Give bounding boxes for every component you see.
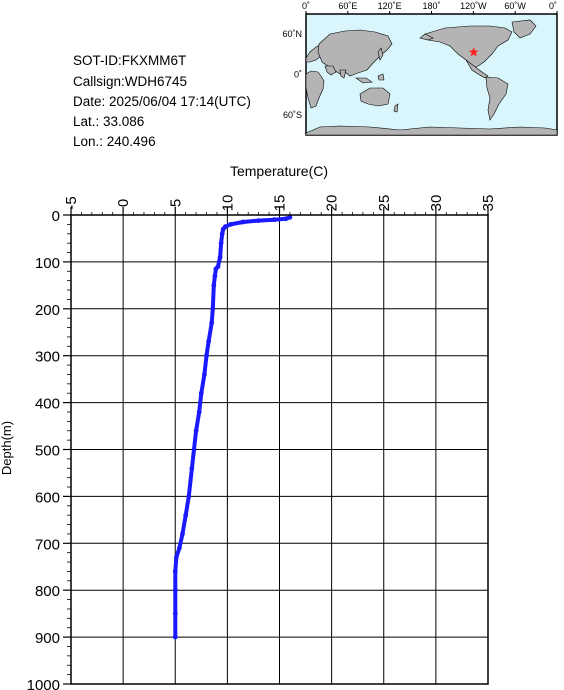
- y-tick-label: 900: [35, 630, 60, 647]
- profile-point: [271, 217, 277, 223]
- map-lon-label: 0˚: [549, 1, 557, 11]
- map-landmasses: [305, 19, 558, 136]
- profile-point: [219, 231, 225, 237]
- y-tick-label: 1000: [27, 677, 60, 690]
- profile-point: [212, 273, 218, 279]
- profile-point: [191, 447, 197, 452]
- profile-point: [173, 555, 179, 560]
- y-tick-label: 400: [35, 396, 60, 413]
- map-lat-label: 60˚S: [283, 110, 302, 120]
- profile-point: [218, 240, 224, 246]
- latitude-label: Lat.: 33.086: [73, 114, 145, 129]
- map-lat-label: 0˚: [294, 70, 302, 80]
- x-tick-label: 5: [167, 199, 184, 207]
- map-lon-label: 60˚E: [338, 1, 357, 11]
- world-location-map: 0˚ 60˚E 120˚E 180˚ 120˚W 60˚W 0˚ 60˚N 0˚ 60˚S: [282, 1, 558, 136]
- x-tick-label: 35: [480, 195, 497, 212]
- profile-point: [183, 512, 189, 518]
- x-tick-label: 15: [272, 195, 289, 212]
- location-star-marker: [468, 47, 479, 57]
- x-tick-label: 30: [428, 195, 445, 212]
- x-tick-label: 0: [115, 199, 132, 207]
- profile-point: [180, 531, 185, 537]
- profile-point: [217, 254, 223, 260]
- profile-line: [173, 215, 292, 640]
- x-tick-label: -5: [63, 196, 80, 209]
- x-tick-labels: -5 0 5 10 15 20 25 30 35: [63, 195, 497, 212]
- profile-point: [177, 545, 182, 551]
- y-tick-labels: 0 100 200 300 400 500 600 700 800 900 1000: [27, 208, 60, 690]
- map-lon-label: 0˚: [302, 1, 310, 11]
- x-tick-label: 20: [324, 195, 341, 212]
- profile-point: [206, 339, 212, 344]
- profile-point: [287, 214, 293, 220]
- profile-point: [172, 611, 178, 616]
- profile-point: [189, 465, 195, 471]
- plot-frame: [70, 214, 489, 685]
- profile-point: [210, 306, 216, 312]
- map-lon-label: 180˚: [422, 1, 440, 11]
- chart-grid: [70, 214, 489, 685]
- profile-point: [228, 222, 233, 227]
- profile-point: [283, 216, 289, 222]
- y-tick-label: 600: [35, 489, 60, 506]
- profile-point: [209, 320, 215, 326]
- x-tick-label: 25: [376, 195, 393, 212]
- sot-id-label: SOT-ID:FKXMM6T: [73, 53, 187, 68]
- profile-point: [204, 353, 209, 359]
- chart-ticks: [63, 207, 489, 685]
- profile-point: [172, 587, 178, 593]
- y-tick-label: 500: [35, 443, 60, 460]
- profile-point: [256, 218, 261, 224]
- map-lat-label: 60˚N: [282, 29, 302, 39]
- map-lon-label: 60˚W: [504, 1, 526, 11]
- x-axis-title: Temperature(C): [230, 163, 328, 179]
- y-tick-label: 0: [52, 208, 60, 225]
- x-tick-label: 10: [219, 195, 236, 212]
- y-tick-label: 800: [35, 583, 60, 600]
- map-lon-label: 120˚E: [378, 1, 402, 11]
- map-lon-label: 120˚W: [460, 1, 487, 11]
- y-tick-label: 200: [35, 302, 60, 319]
- callsign-label: Callsign:WDH6745: [73, 74, 188, 89]
- y-axis-title: Depth(m): [0, 421, 14, 475]
- y-tick-label: 700: [35, 536, 60, 553]
- profile-point: [196, 409, 202, 415]
- longitude-label: Lon.: 240.496: [73, 134, 156, 149]
- y-tick-label: 100: [35, 255, 60, 272]
- profile-point: [186, 494, 192, 499]
- date-label: Date: 2025/06/04 17:14(UTC): [73, 94, 251, 109]
- profile-point: [193, 428, 199, 434]
- profile-point: [211, 283, 217, 288]
- profile-point: [213, 266, 219, 272]
- profile-point: [220, 226, 226, 232]
- profile-point: [240, 219, 246, 225]
- temperature-series: [172, 214, 293, 640]
- profile-point: [202, 372, 207, 377]
- y-tick-label: 300: [35, 349, 60, 366]
- profile-point: [172, 634, 178, 640]
- profile-point: [198, 390, 204, 396]
- profile-point: [172, 569, 178, 574]
